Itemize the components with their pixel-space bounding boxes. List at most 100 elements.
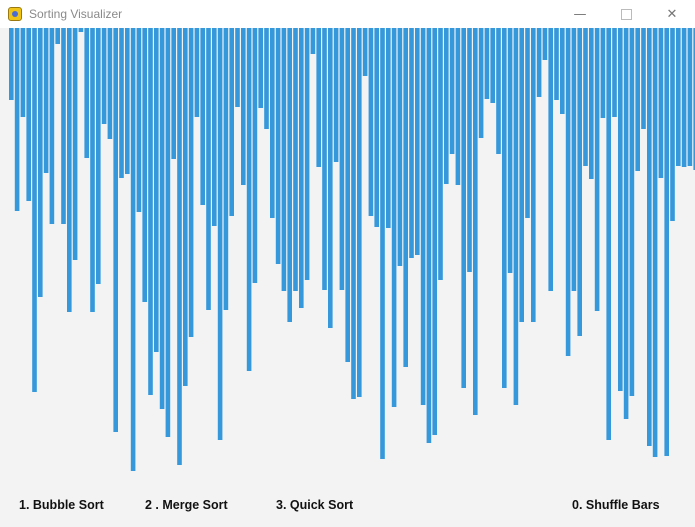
bar xyxy=(310,28,316,54)
bar xyxy=(235,28,240,107)
bar xyxy=(583,28,588,166)
bar xyxy=(270,28,275,218)
bar xyxy=(217,28,223,440)
bar xyxy=(78,28,84,32)
bar xyxy=(357,28,362,397)
window-title: Sorting Visualizer xyxy=(29,7,123,21)
bar xyxy=(449,28,455,154)
bar xyxy=(223,28,229,310)
bar xyxy=(461,28,466,388)
bar xyxy=(9,28,14,100)
bar xyxy=(507,28,513,273)
bar xyxy=(206,28,211,310)
close-icon: ✕ xyxy=(666,6,678,22)
bar xyxy=(635,28,640,171)
bar xyxy=(252,28,258,283)
bar xyxy=(606,28,611,440)
bar xyxy=(113,28,118,432)
bar xyxy=(241,28,246,185)
bar xyxy=(107,28,113,139)
bar xyxy=(20,28,26,117)
bar xyxy=(629,28,635,396)
bar xyxy=(670,28,675,221)
bar xyxy=(676,28,681,166)
bar xyxy=(409,28,414,258)
bar xyxy=(374,28,379,227)
bar xyxy=(304,28,310,280)
visualizer-canvas: 1. Bubble Sort 2 . Merge Sort 3. Quick S… xyxy=(0,28,695,527)
close-button[interactable]: ✕ xyxy=(649,0,695,28)
bar xyxy=(496,28,501,154)
bar xyxy=(444,28,449,184)
bar xyxy=(490,28,495,103)
bar xyxy=(502,28,507,388)
bar xyxy=(67,28,72,312)
title-bar: Sorting Visualizer — ✕ xyxy=(0,0,695,28)
bar xyxy=(589,28,594,179)
bar xyxy=(623,28,629,419)
bubble-sort-option[interactable]: 1. Bubble Sort xyxy=(19,498,104,512)
bar xyxy=(333,28,339,162)
bar xyxy=(264,28,269,129)
bar xyxy=(519,28,524,322)
bar xyxy=(542,28,548,60)
bar xyxy=(322,28,327,290)
bar xyxy=(600,28,606,118)
bar xyxy=(339,28,345,290)
window-controls: — ✕ xyxy=(557,0,695,28)
bar xyxy=(618,28,623,391)
bar xyxy=(536,28,542,97)
bar xyxy=(403,28,408,367)
bar xyxy=(119,28,124,178)
bar xyxy=(49,28,55,224)
bar xyxy=(229,28,234,216)
bar xyxy=(194,28,200,117)
bar xyxy=(420,28,426,405)
bar xyxy=(55,28,60,44)
bar xyxy=(432,28,437,435)
bar xyxy=(415,28,420,255)
bar xyxy=(43,28,49,173)
bar xyxy=(664,28,669,456)
bar xyxy=(391,28,397,407)
bar xyxy=(61,28,66,224)
bar xyxy=(397,28,403,266)
bar xyxy=(368,28,374,216)
bar xyxy=(14,28,20,211)
bar xyxy=(467,28,472,272)
merge-sort-option[interactable]: 2 . Merge Sort xyxy=(145,498,228,512)
bar xyxy=(687,28,693,166)
bar xyxy=(548,28,553,291)
bar xyxy=(130,28,136,471)
bar xyxy=(26,28,31,201)
bar xyxy=(658,28,664,178)
bar xyxy=(647,28,652,446)
bar xyxy=(484,28,490,99)
bar xyxy=(188,28,194,337)
bar xyxy=(125,28,130,174)
bar xyxy=(246,28,252,371)
bar xyxy=(380,28,385,459)
bar xyxy=(345,28,350,362)
quick-sort-option[interactable]: 3. Quick Sort xyxy=(276,498,354,512)
bar xyxy=(101,28,107,124)
bar xyxy=(177,28,182,465)
maximize-button[interactable] xyxy=(603,0,649,28)
bar xyxy=(652,28,658,457)
bar xyxy=(560,28,565,114)
bar xyxy=(386,28,391,228)
bar xyxy=(693,28,695,170)
bar xyxy=(142,28,147,302)
bars-area xyxy=(9,28,695,471)
minimize-button[interactable]: — xyxy=(557,0,603,28)
bar xyxy=(90,28,95,312)
maximize-icon xyxy=(620,8,632,20)
bar xyxy=(200,28,205,205)
bar xyxy=(212,28,217,226)
bar xyxy=(473,28,478,415)
bar xyxy=(32,28,37,392)
bar xyxy=(96,28,101,284)
bar xyxy=(641,28,646,129)
shuffle-bars-option[interactable]: 0. Shuffle Bars xyxy=(572,498,660,512)
bar xyxy=(531,28,536,322)
